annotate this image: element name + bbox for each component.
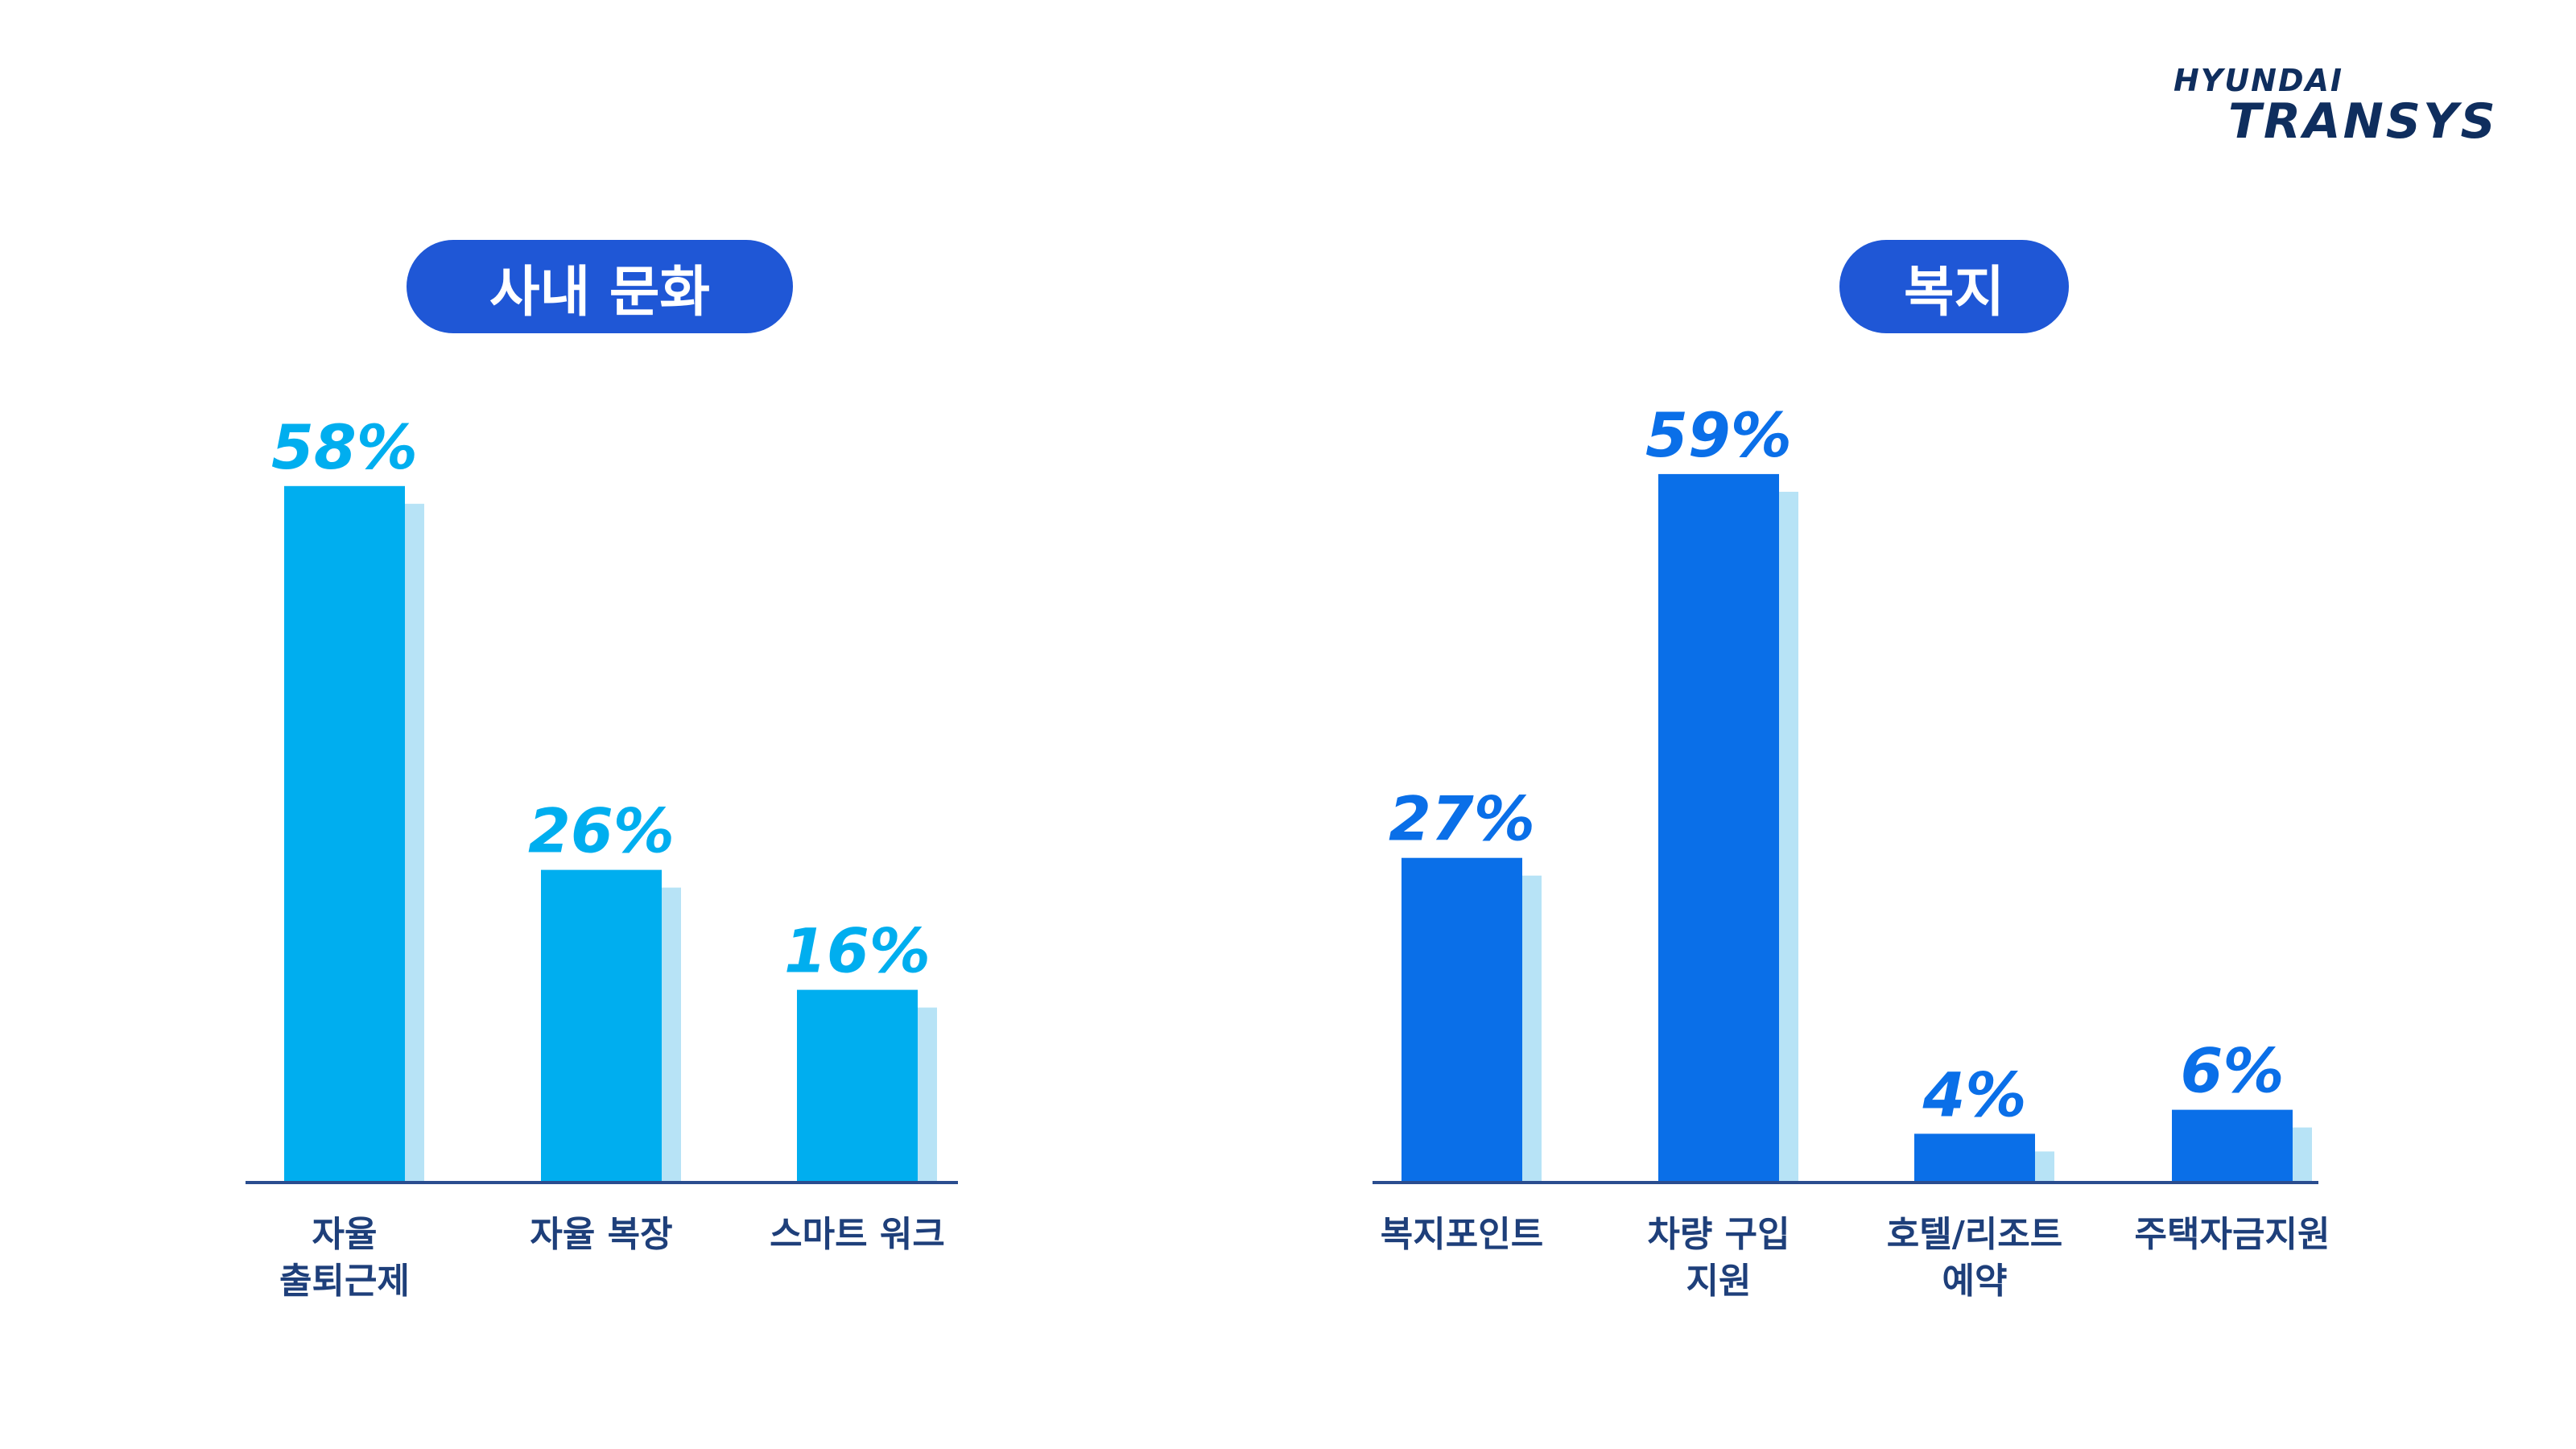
- company-logo: HYUNDAI TRANSYS: [2174, 63, 2512, 151]
- culture-chart-title: 사내 문화: [407, 240, 793, 333]
- welfare-bar: [1402, 857, 1522, 1182]
- culture-bar: [797, 989, 918, 1182]
- welfare-value-label: 4%: [1922, 1059, 2026, 1130]
- logo-line-top: HYUNDAI: [2174, 63, 2344, 98]
- culture-category-label: 자율 복장: [530, 1214, 672, 1255]
- welfare-category-label: 복지포인트: [1381, 1214, 1543, 1255]
- welfare-category-label: 주택자금지원: [2135, 1214, 2330, 1255]
- culture-category-label: 자율 출퇴근제: [279, 1214, 410, 1302]
- culture-value-label: 26%: [528, 795, 675, 867]
- culture-category-label: 스마트 워크: [770, 1214, 945, 1255]
- welfare-value-label: 27%: [1389, 783, 1535, 855]
- culture-value-label: 16%: [784, 915, 931, 987]
- culture-value-label: 58%: [271, 411, 418, 483]
- culture-bar: [284, 485, 405, 1182]
- welfare-category-label: 호텔/리조트 예약: [1887, 1214, 2062, 1302]
- welfare-bar: [2172, 1109, 2293, 1182]
- welfare-chart-title: 복지: [1839, 240, 2069, 333]
- welfare-value-label: 59%: [1645, 399, 1792, 471]
- welfare-bar: [1914, 1133, 2035, 1182]
- welfare-value-label: 6%: [2180, 1035, 2284, 1107]
- welfare-bar: [1658, 473, 1779, 1182]
- logo-line-bottom: TRANSYS: [2228, 93, 2498, 150]
- welfare-category-label: 차량 구입 지원: [1647, 1214, 1790, 1302]
- culture-bar: [541, 869, 662, 1182]
